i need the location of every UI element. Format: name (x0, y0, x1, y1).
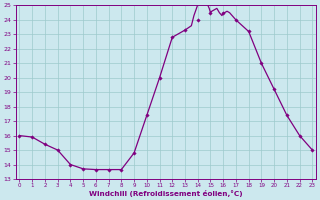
X-axis label: Windchill (Refroidissement éolien,°C): Windchill (Refroidissement éolien,°C) (89, 190, 243, 197)
